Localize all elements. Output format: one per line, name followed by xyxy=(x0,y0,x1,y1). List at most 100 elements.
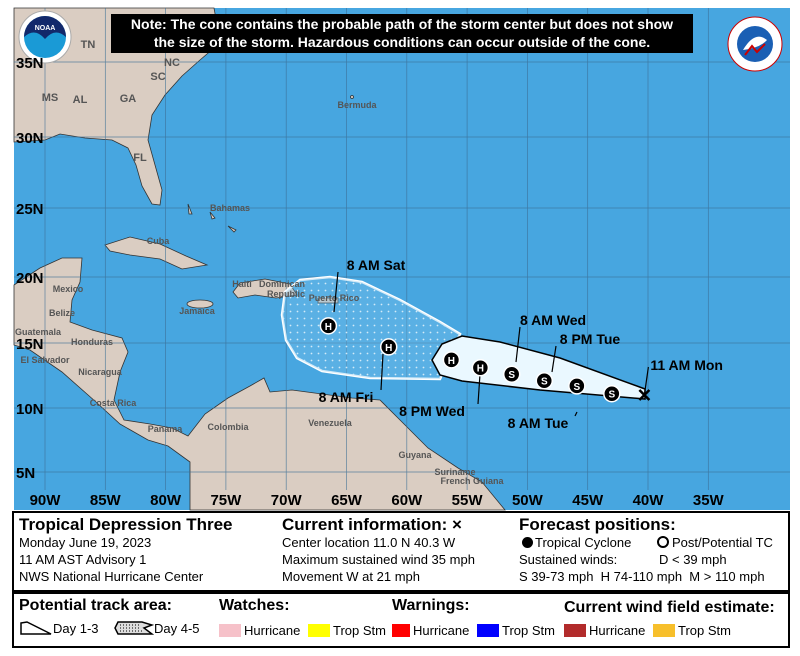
tropical-storm-wind-label: Trop Stm xyxy=(677,623,731,638)
current-info-title: Current information: × xyxy=(282,515,462,535)
lon-label: 40W xyxy=(633,492,665,509)
land-bermuda xyxy=(350,95,354,99)
forecast-point-S xyxy=(568,377,586,395)
forecast-positions-title: Forecast positions: xyxy=(519,515,676,534)
map: 90W 85W 80W 75W 70W 65W 60W 55W 50W 45W 40W 35W TN NC… xyxy=(13,7,790,511)
cone-day-4-5-icon xyxy=(114,621,155,635)
hurricane-watch-label: Hurricane xyxy=(244,623,301,638)
forecast-point-S xyxy=(502,365,521,383)
place-label-el_salvador: El Salvador xyxy=(20,355,70,365)
lat-label: 20N xyxy=(16,270,44,287)
center-location: Center location 11.0 N 40.3 W xyxy=(282,535,456,550)
forecast-intensity-letter: S xyxy=(541,377,548,388)
forecast-time-label: 8 AM Sat xyxy=(347,257,406,273)
forecast-time-label: 8 AM Wed xyxy=(520,312,586,328)
place-label-guyana: Guyana xyxy=(398,450,432,460)
filled-circle-icon xyxy=(522,537,533,548)
open-circle-icon xyxy=(657,536,669,548)
advisory-date: Monday June 19, 2023 xyxy=(19,535,152,550)
place-label-venezuela: Venezuela xyxy=(308,418,353,428)
place-label-costa_rica: Costa Rica xyxy=(90,398,138,408)
label-leader-line xyxy=(551,345,557,373)
svg-text:NOAA: NOAA xyxy=(35,25,56,32)
label-leader-line xyxy=(333,271,339,313)
lon-label: 80W xyxy=(150,492,182,509)
post-tc-label: Post/Potential TC xyxy=(672,535,773,550)
place-label-puerto_rico: Puerto Rico xyxy=(309,293,360,303)
place-label-MS: MS xyxy=(42,92,59,104)
storm-name: Tropical Depression Three xyxy=(19,515,233,534)
tropical-storm-watch-label: Trop Stm xyxy=(332,623,386,638)
place-label-haiti: Haiti xyxy=(232,279,252,289)
lon-label: 65W xyxy=(331,492,363,509)
forecast-intensity-letter: H xyxy=(385,343,392,354)
wind-categories-label: S 39-73 mph H 74-110 mph M > 110 mph xyxy=(519,569,765,584)
storm-info-panel: Tropical Depression Three Monday June 19… xyxy=(12,511,790,592)
forecast-intensity-letter: S xyxy=(508,370,515,381)
label-leader-line xyxy=(380,353,384,391)
forecast-track: S S S S H H H H xyxy=(319,271,651,417)
max-wind: Maximum sustained wind 35 mph xyxy=(282,552,475,567)
lat-label: 15N xyxy=(16,336,44,353)
lat-label: 25N xyxy=(16,201,44,218)
land-us-southeast xyxy=(13,7,219,206)
cone-disclaimer-note: Note: The cone contains the probable pat… xyxy=(111,14,693,53)
place-label-belize: Belize xyxy=(49,308,75,318)
wind-field-title: Current wind field estimate: xyxy=(564,599,775,616)
legend-wind-field: Hurricane Trop Stm xyxy=(564,623,731,638)
warnings-title: Warnings: xyxy=(392,597,470,614)
forecast-point-H xyxy=(319,317,338,335)
forecast-intensity-letter: H xyxy=(477,364,484,375)
forecast-point-H xyxy=(379,338,398,356)
lon-label: 50W xyxy=(512,492,544,509)
cone-day-1-3-icon xyxy=(20,621,52,635)
label-leader-line xyxy=(515,326,521,363)
lon-label: 70W xyxy=(271,492,303,509)
lon-label: 90W xyxy=(30,492,62,509)
tropical-storm-watch-swatch xyxy=(307,624,330,637)
place-label-FL: FL xyxy=(133,152,147,164)
track-area-title: Potential track area: xyxy=(19,597,172,614)
current-time-label: 11 AM Mon xyxy=(650,357,723,373)
place-label-nicaragua: Nicaragua xyxy=(78,367,123,377)
place-label-SC: SC xyxy=(150,71,165,83)
lon-label: 35W xyxy=(693,492,725,509)
tc-label: Tropical Cyclone xyxy=(535,535,632,550)
forecast-point-H xyxy=(442,351,461,369)
sustained-winds-label: Sustained winds: xyxy=(519,552,618,567)
day-1-3-label: Day 1-3 xyxy=(53,621,99,636)
land-cuba xyxy=(104,236,209,270)
forecast-point-S xyxy=(535,371,554,390)
place-label-panama: Panama xyxy=(148,424,184,434)
advisory-number: 11 AM AST Advisory 1 xyxy=(19,552,147,567)
forecast-time-label: 8 PM Tue xyxy=(560,331,621,347)
place-label-mexico: Mexico xyxy=(53,284,84,294)
land-bahamas xyxy=(187,203,237,233)
lon-label: 85W xyxy=(90,492,122,509)
hurricane-wind-label: Hurricane xyxy=(589,623,646,638)
land-americas xyxy=(13,257,506,511)
hurricane-wind-swatch xyxy=(564,624,586,637)
hurricane-watch-swatch xyxy=(219,624,241,637)
forecast-time-label: 8 AM Fri xyxy=(319,389,374,405)
tropical-storm-wind-swatch xyxy=(652,624,675,637)
lat-label: 35N xyxy=(16,55,44,72)
lon-label: 55W xyxy=(452,492,484,509)
watches-title: Watches: xyxy=(219,597,290,614)
place-label-french_guiana: French Guiana xyxy=(440,476,504,486)
current-info-title-text: Current information: xyxy=(282,515,452,534)
forecast-point-H xyxy=(471,358,490,377)
place-label-dominican: Dominican xyxy=(259,279,305,289)
lat-label: 5N xyxy=(16,465,35,482)
place-label-republic: Republic xyxy=(267,289,305,299)
land xyxy=(13,7,506,511)
land-jamaica xyxy=(186,299,214,309)
x-icon: × xyxy=(452,515,462,534)
label-leader-line xyxy=(643,366,649,396)
place-label-guatemala: Guatemala xyxy=(15,327,62,337)
lon-label: 75W xyxy=(210,492,242,509)
land-hispaniola xyxy=(232,278,298,299)
place-label-TN: TN xyxy=(81,39,96,51)
forecast-time-label: 8 AM Tue xyxy=(508,415,569,431)
tropical-storm-warning-swatch xyxy=(476,624,499,637)
